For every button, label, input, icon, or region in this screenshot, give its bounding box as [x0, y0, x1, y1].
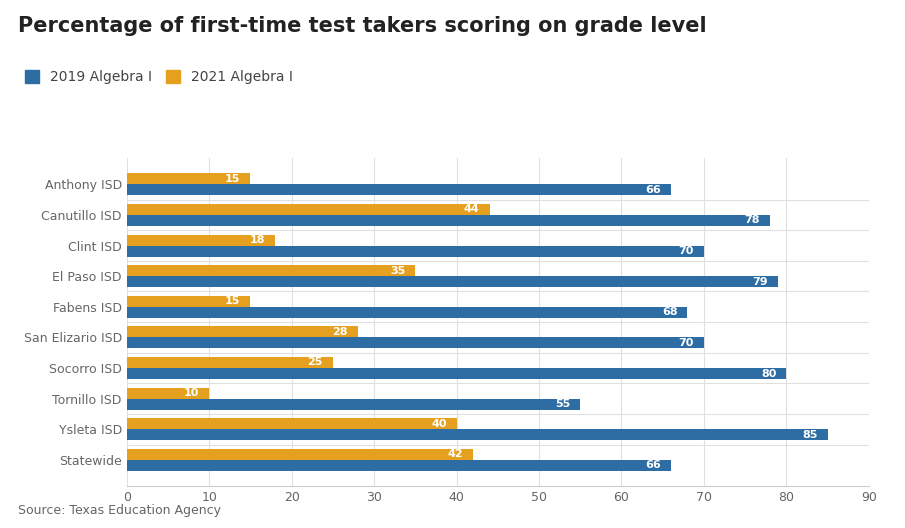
Text: 78: 78 — [745, 215, 760, 225]
Bar — [127, 418, 456, 429]
Bar — [127, 388, 209, 399]
Text: 79: 79 — [753, 277, 768, 287]
Bar — [127, 429, 827, 440]
Text: 85: 85 — [803, 430, 818, 440]
Text: 70: 70 — [679, 338, 694, 348]
Text: 42: 42 — [447, 449, 463, 459]
Text: 15: 15 — [225, 174, 241, 184]
Bar — [127, 460, 671, 471]
Text: 70: 70 — [679, 246, 694, 256]
Text: Percentage of first-time test takers scoring on grade level: Percentage of first-time test takers sco… — [18, 16, 707, 36]
Text: Source: Texas Education Agency: Source: Texas Education Agency — [18, 504, 221, 517]
Text: 35: 35 — [390, 266, 405, 276]
Legend: 2019 Algebra I, 2021 Algebra I: 2019 Algebra I, 2021 Algebra I — [25, 70, 293, 84]
Bar — [127, 173, 251, 184]
Bar — [127, 337, 704, 348]
Text: 66: 66 — [645, 185, 661, 195]
Bar — [127, 326, 357, 337]
Text: 28: 28 — [332, 327, 348, 337]
Bar — [127, 449, 473, 460]
Bar — [127, 399, 580, 410]
Text: 68: 68 — [662, 307, 678, 317]
Bar — [127, 296, 251, 307]
Text: 80: 80 — [761, 369, 776, 379]
Bar — [127, 246, 704, 257]
Text: 40: 40 — [431, 419, 447, 429]
Bar — [127, 276, 778, 287]
Bar — [127, 265, 415, 276]
Text: 25: 25 — [308, 357, 323, 367]
Bar — [127, 357, 333, 368]
Text: 10: 10 — [184, 388, 199, 398]
Text: 55: 55 — [555, 399, 570, 409]
Text: 44: 44 — [464, 204, 480, 214]
Text: 18: 18 — [250, 235, 265, 245]
Bar — [127, 234, 275, 246]
Bar — [127, 368, 786, 379]
Bar — [127, 307, 688, 318]
Text: 15: 15 — [225, 296, 241, 306]
Bar — [127, 184, 671, 195]
Bar — [127, 215, 770, 226]
Text: 66: 66 — [645, 460, 661, 470]
Bar — [127, 204, 490, 215]
